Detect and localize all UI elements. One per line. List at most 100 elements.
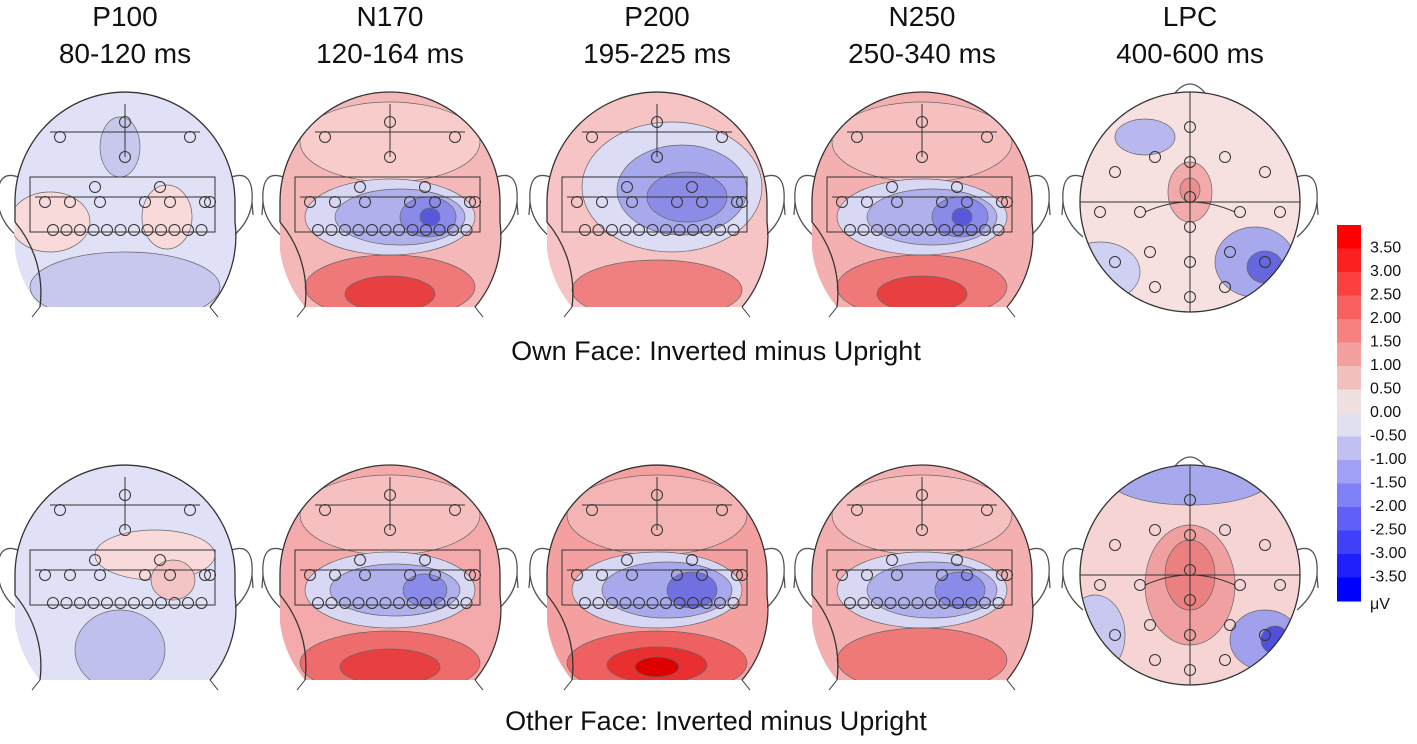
electrode (651, 151, 663, 163)
topomap (0, 91, 254, 318)
electrode (429, 569, 441, 581)
electrode (965, 597, 978, 609)
electrode (671, 569, 683, 581)
ear (496, 174, 519, 238)
head-outline (279, 464, 502, 681)
map-region (344, 275, 436, 307)
electrode (184, 504, 196, 516)
electrode (1184, 221, 1196, 233)
electrode (938, 597, 951, 609)
ear (763, 174, 786, 238)
electrode (916, 116, 928, 128)
electrode (700, 224, 713, 236)
electrode (354, 554, 366, 566)
electrode (339, 597, 351, 609)
electrode (1134, 579, 1146, 591)
topomap (793, 464, 1051, 691)
electrode (646, 597, 659, 609)
electrode-lines (832, 104, 1007, 198)
electrode (1224, 246, 1236, 258)
electrode (464, 569, 476, 581)
electrode (406, 597, 419, 609)
electrode (460, 224, 473, 236)
colorbar-bin (1337, 248, 1361, 273)
electrode (961, 569, 973, 581)
electrode (951, 181, 963, 193)
electrode (39, 196, 51, 208)
map-region (836, 627, 1008, 680)
electrode (354, 181, 366, 193)
electrode (651, 524, 663, 536)
electrode (1109, 539, 1121, 551)
electrode (1149, 151, 1161, 163)
electrode (154, 554, 166, 566)
map-region (951, 207, 973, 227)
electrode (141, 224, 154, 236)
electrode (1259, 539, 1271, 551)
electrode (47, 224, 59, 236)
electrode (660, 597, 672, 609)
electrode (592, 224, 605, 236)
electrode (406, 224, 419, 236)
electrode (1094, 206, 1106, 218)
electrode (447, 224, 459, 236)
electrode (1234, 579, 1246, 591)
electrode (731, 569, 743, 581)
electrode (469, 569, 481, 581)
electrode (1219, 524, 1231, 536)
head-outline (546, 464, 769, 681)
electrode (339, 224, 351, 236)
colorbar-label: 0.50 (1370, 381, 1401, 398)
row-label: Other Face: Inverted minus Upright (505, 706, 927, 736)
colorbar-bin (1337, 507, 1361, 531)
electrode (936, 196, 948, 208)
colorbar-label: -2.50 (1370, 522, 1407, 539)
column-window: 400-600 ms (1116, 38, 1264, 69)
neck (563, 306, 751, 318)
column-window: 80-120 ms (59, 38, 191, 69)
ear (0, 174, 19, 238)
ear (1296, 547, 1319, 611)
colorbar-label: 3.00 (1370, 263, 1401, 280)
electrode (1234, 206, 1246, 218)
electrode (861, 569, 873, 581)
electrode (596, 569, 608, 581)
electrode (1144, 246, 1156, 258)
electrode (626, 196, 638, 208)
electrode (1259, 256, 1271, 268)
map-region (1080, 594, 1126, 676)
electrode (886, 554, 898, 566)
electrode (606, 224, 618, 236)
column-title: N250 (889, 1, 956, 32)
electrode (579, 224, 591, 236)
ear (261, 174, 284, 238)
topomap (793, 91, 1051, 318)
electrode (952, 597, 964, 609)
electrode (164, 196, 176, 208)
electrode (621, 181, 633, 193)
electrode (1274, 579, 1286, 591)
electrode (1184, 494, 1196, 506)
electrode (60, 597, 73, 609)
electrode (114, 597, 127, 609)
electrode (1184, 291, 1196, 303)
map-region (876, 275, 968, 307)
map-region (74, 609, 166, 680)
head-outline (546, 91, 769, 308)
colorbar-label: -3.50 (1370, 569, 1407, 586)
electrode (686, 554, 698, 566)
electrode (89, 181, 101, 193)
electrode (1219, 281, 1231, 293)
electrode (304, 569, 316, 581)
electrode (319, 131, 331, 143)
electrode (571, 569, 583, 581)
electrode (1274, 206, 1286, 218)
electrode (420, 597, 432, 609)
colorbar-label: 1.00 (1370, 357, 1401, 374)
topomap (0, 464, 254, 691)
electrode (1184, 564, 1196, 576)
electrode (1149, 281, 1161, 293)
electrode (47, 597, 59, 609)
electrode (996, 569, 1008, 581)
